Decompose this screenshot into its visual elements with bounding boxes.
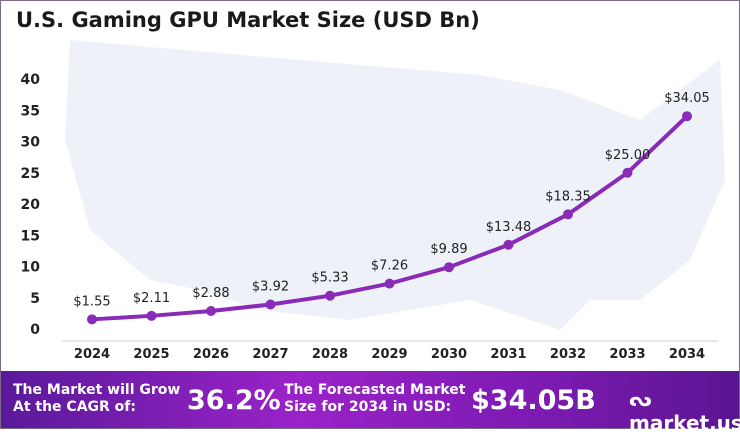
x-tick-label: 2025 [133,347,169,362]
cagr-value: 36.2% [187,385,281,416]
data-label: $13.48 [486,220,532,235]
data-label: $9.89 [430,242,467,257]
logo-icon: ᔓ [629,387,652,411]
x-tick-label: 2034 [669,347,705,362]
data-point [265,299,276,310]
data-point [146,310,157,321]
y-tick-label: 20 [21,197,41,213]
x-tick-label: 2024 [74,347,110,362]
y-tick-label: 35 [21,103,40,119]
x-tick-label: 2031 [490,347,526,362]
forecast-value: $34.05B [471,385,596,416]
cagr-label: The Market will Grow At the CAGR of: [13,382,181,415]
x-tick-label: 2026 [193,347,229,362]
data-label: $7.26 [371,259,408,274]
data-point [384,278,395,289]
y-tick-label: 15 [21,228,40,244]
data-point [325,290,335,301]
data-label: $34.05 [664,91,710,106]
data-point [622,167,633,178]
y-tick-label: 5 [30,291,40,307]
us-map-background [65,40,725,330]
brand-logo: ᔓ market.us [629,387,740,435]
forecast-label: The Forecasted Market Size for 2034 in US… [284,382,466,415]
y-tick-label: 0 [30,322,40,338]
data-point [563,209,573,220]
data-point [87,314,97,325]
data-point [444,262,454,273]
x-tick-label: 2032 [550,347,586,362]
x-tick-label: 2027 [252,347,288,362]
data-point [682,111,692,122]
data-label: $2.11 [133,291,170,306]
data-label: $1.55 [73,294,110,309]
y-tick-label: 30 [21,135,41,151]
chart-title: U.S. Gaming GPU Market Size (USD Bn) [16,8,480,32]
data-label: $5.33 [311,271,348,286]
data-point [503,239,514,250]
y-tick-label: 25 [21,166,40,182]
y-tick-label: 10 [21,260,41,276]
x-tick-label: 2028 [312,347,348,362]
data-point [206,306,216,316]
data-label: $2.88 [192,286,229,301]
summary-banner: The Market will Grow At the CAGR of: 36.2… [1,371,740,435]
x-tick-label: 2029 [371,347,407,362]
x-tick-label: 2033 [609,347,645,362]
data-label: $25.00 [605,148,651,163]
data-label: $18.35 [545,189,591,204]
x-tick-label: 2030 [431,347,467,362]
y-tick-label: 40 [21,72,41,88]
data-label: $3.92 [252,280,289,295]
